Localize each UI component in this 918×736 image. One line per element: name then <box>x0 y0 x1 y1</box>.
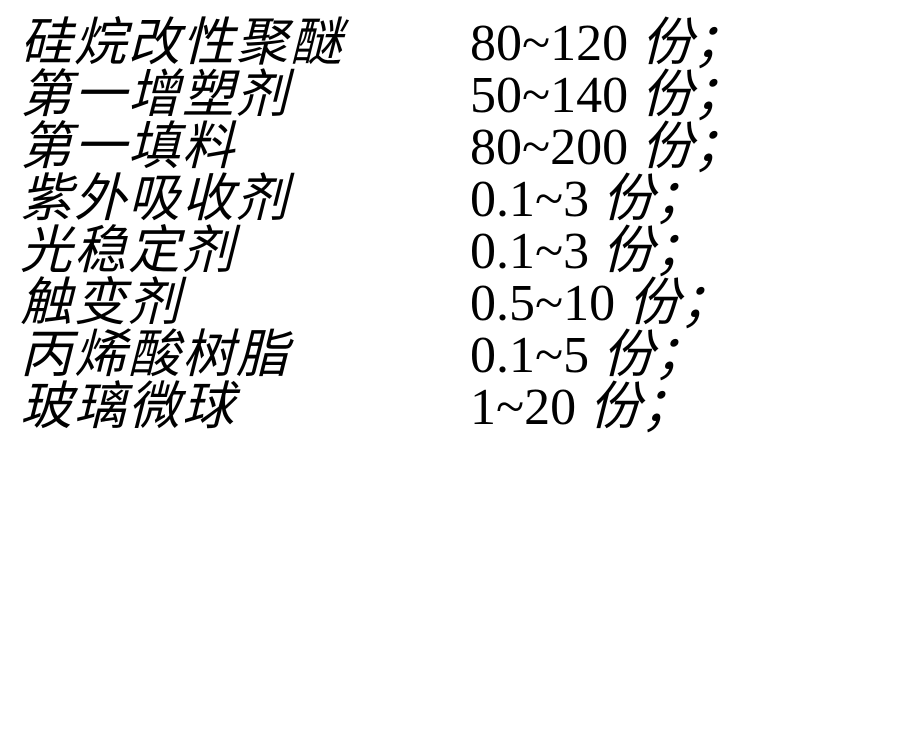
ingredient-label: 玻璃微球 <box>20 382 470 434</box>
unit-text: 份； <box>602 223 706 280</box>
range-value: 50~140 <box>470 67 628 124</box>
range-value: 0.1~3 <box>470 223 589 280</box>
unit-text: 份； <box>641 119 745 176</box>
table-row: 第一填料 80~200 份； <box>20 122 898 174</box>
unit-text: 份； <box>641 15 745 72</box>
ingredient-label: 第一填料 <box>20 122 470 174</box>
table-row: 第一增塑剂 50~140 份； <box>20 70 898 122</box>
composition-table: 硅烷改性聚醚 80~120 份； 第一增塑剂 50~140 份； 第一填料 80… <box>0 0 918 452</box>
ingredient-value: 0.1~3 份； <box>470 174 706 226</box>
table-row: 丙烯酸树脂 0.1~5 份； <box>20 330 898 382</box>
range-value: 0.1~5 <box>470 327 589 384</box>
table-row: 紫外吸收剂 0.1~3 份； <box>20 174 898 226</box>
unit-text: 份； <box>602 171 706 228</box>
unit-text: 份； <box>602 327 706 384</box>
range-value: 80~120 <box>470 15 628 72</box>
range-value: 80~200 <box>470 119 628 176</box>
ingredient-label: 光稳定剂 <box>20 226 470 278</box>
ingredient-label: 触变剂 <box>20 278 470 330</box>
range-value: 1~20 <box>470 379 576 436</box>
ingredient-value: 0.1~5 份； <box>470 330 706 382</box>
ingredient-value: 0.1~3 份； <box>470 226 706 278</box>
ingredient-value: 0.5~10 份； <box>470 278 732 330</box>
table-row: 触变剂 0.5~10 份； <box>20 278 898 330</box>
ingredient-value: 50~140 份； <box>470 70 745 122</box>
table-row: 玻璃微球 1~20 份； <box>20 382 898 434</box>
unit-text: 份； <box>589 379 693 436</box>
ingredient-value: 80~120 份； <box>470 18 745 70</box>
ingredient-label: 丙烯酸树脂 <box>20 330 470 382</box>
ingredient-label: 紫外吸收剂 <box>20 174 470 226</box>
ingredient-value: 80~200 份； <box>470 122 745 174</box>
table-row: 硅烷改性聚醚 80~120 份； <box>20 18 898 70</box>
table-row: 光稳定剂 0.1~3 份； <box>20 226 898 278</box>
range-value: 0.1~3 <box>470 171 589 228</box>
ingredient-label: 硅烷改性聚醚 <box>20 18 470 70</box>
ingredient-label: 第一增塑剂 <box>20 70 470 122</box>
unit-text: 份； <box>628 275 732 332</box>
range-value: 0.5~10 <box>470 275 615 332</box>
unit-text: 份； <box>641 67 745 124</box>
ingredient-value: 1~20 份； <box>470 382 693 434</box>
